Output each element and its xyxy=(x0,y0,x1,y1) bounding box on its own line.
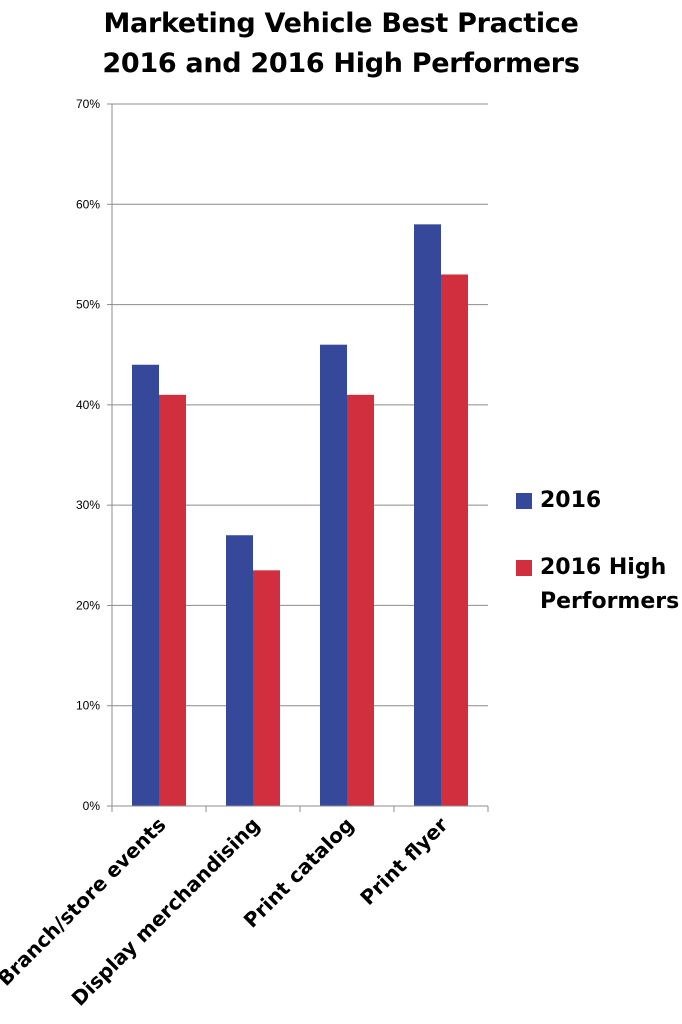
bar-high-performers xyxy=(253,570,280,806)
y-tick-label: 50% xyxy=(76,298,100,312)
chart-title-line-2: 2016 and 2016 High Performers xyxy=(102,48,580,79)
bar-high-performers xyxy=(159,394,186,806)
bar-2016 xyxy=(414,224,441,807)
legend-item-high-performers: 2016 High Performers xyxy=(516,551,682,619)
y-tick-label: 10% xyxy=(76,699,100,713)
y-tick-label: 20% xyxy=(76,598,100,612)
chart-title-line-1: Marketing Vehicle Best Practice xyxy=(103,8,579,39)
y-tick-label: 70% xyxy=(76,97,100,111)
category-label: Branch/store events xyxy=(0,813,171,991)
legend-label-2016: 2016 xyxy=(540,488,602,513)
legend: 2016 2016 High Performers xyxy=(516,484,682,652)
bar-2016 xyxy=(226,535,253,806)
category-label: Print flyer xyxy=(355,812,452,909)
y-tick-label: 40% xyxy=(76,398,100,412)
legend-swatch-2016 xyxy=(516,493,532,509)
legend-label-high-performers: 2016 High Performers xyxy=(540,555,680,614)
y-tick-label: 60% xyxy=(76,197,100,211)
y-tick-label: 30% xyxy=(76,498,100,512)
y-tick-label: 0% xyxy=(83,799,101,813)
bar-2016 xyxy=(320,344,347,806)
bar-high-performers xyxy=(441,274,468,806)
bar-high-performers xyxy=(347,394,374,806)
legend-item-2016: 2016 xyxy=(516,484,682,518)
chart-title: Marketing Vehicle Best Practice 2016 and… xyxy=(0,4,682,84)
bar-2016 xyxy=(132,364,159,806)
legend-swatch-high-performers xyxy=(516,560,532,576)
category-label: Display merchandising xyxy=(67,813,265,1011)
